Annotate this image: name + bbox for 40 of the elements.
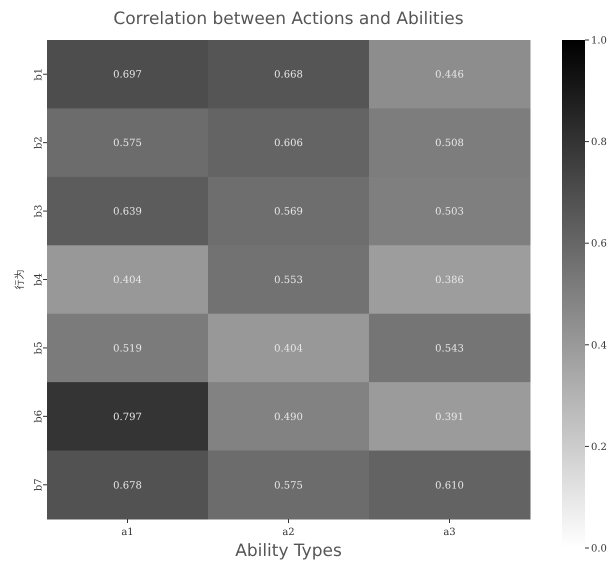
y-tick-label: b2 xyxy=(34,136,44,150)
data-label: 0.639 xyxy=(113,206,142,218)
data-label: 0.606 xyxy=(274,138,303,150)
data-label: 0.553 xyxy=(274,275,303,286)
color-bar-label: 0.4 xyxy=(591,340,607,352)
x-tick-label: a3 xyxy=(443,527,456,538)
x-axis-title: Ability Types xyxy=(235,541,342,561)
x-tick-label: a2 xyxy=(282,527,295,538)
y-tick-label: b4 xyxy=(34,273,44,286)
color-bar-label: 0.0 xyxy=(591,544,607,554)
data-label: 0.575 xyxy=(274,480,303,492)
y-tick-label: b5 xyxy=(34,342,44,354)
data-label: 0.668 xyxy=(274,70,303,81)
data-label: 0.391 xyxy=(435,412,464,423)
x-tick-label: a1 xyxy=(121,527,134,538)
color-bar-label: 0.6 xyxy=(591,238,607,250)
data-label: 0.490 xyxy=(274,412,303,423)
data-label: 0.519 xyxy=(113,343,142,354)
data-label: 0.503 xyxy=(435,206,464,218)
data-label: 0.404 xyxy=(113,275,142,286)
y-tick-label: b7 xyxy=(34,478,44,492)
y-axis-title: 行为 xyxy=(14,270,26,290)
data-label: 0.569 xyxy=(274,206,303,218)
y-tick-label: b3 xyxy=(34,204,44,218)
data-label: 0.508 xyxy=(435,138,464,150)
data-label: 0.697 xyxy=(113,70,142,81)
y-tick-label: b1 xyxy=(34,68,44,81)
data-label: 0.610 xyxy=(435,480,464,492)
data-label: 0.678 xyxy=(113,480,142,492)
data-label: 0.386 xyxy=(435,275,464,286)
y-tick-label: b6 xyxy=(34,410,44,423)
data-label: 0.797 xyxy=(113,412,142,423)
chart-title: Correlation between Actions and Abilities xyxy=(113,9,464,29)
data-label: 0.446 xyxy=(435,70,464,81)
color-bar-label: 1.0 xyxy=(591,36,607,46)
color-bar-label: 0.2 xyxy=(591,442,607,453)
data-label: 0.543 xyxy=(435,343,464,354)
color-bar-label: 0.8 xyxy=(591,137,607,148)
data-label: 0.575 xyxy=(113,138,142,150)
data-label: 0.404 xyxy=(274,343,303,354)
